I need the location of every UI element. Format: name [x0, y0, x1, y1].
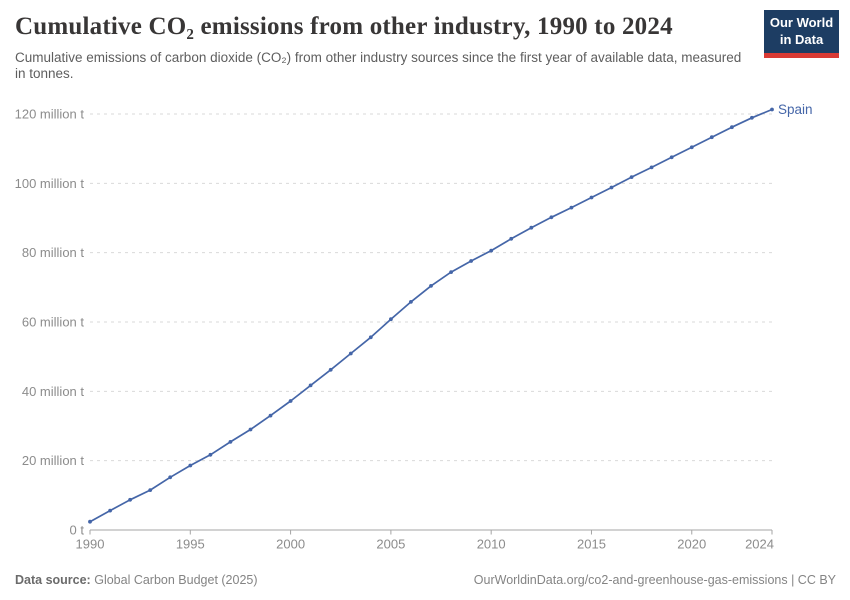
data-point[interactable]	[589, 195, 594, 200]
data-point[interactable]	[549, 215, 554, 220]
x-tick-label: 2010	[477, 537, 506, 552]
data-point[interactable]	[168, 475, 173, 480]
y-tick-label: 0 t	[70, 523, 85, 538]
data-point[interactable]	[750, 115, 754, 120]
y-tick-label: 40 million t	[22, 384, 85, 399]
data-point[interactable]	[328, 367, 333, 372]
data-point[interactable]	[88, 519, 92, 524]
data-point[interactable]	[368, 335, 373, 340]
data-point[interactable]	[148, 488, 153, 492]
data-point[interactable]	[389, 317, 393, 322]
owid-logo-line2: in Data	[779, 31, 824, 47]
data-point[interactable]	[348, 351, 353, 356]
chart-footer: Data source: Global Carbon Budget (2025)…	[15, 573, 836, 587]
data-point[interactable]	[108, 508, 112, 513]
y-tick-label: 20 million t	[22, 453, 85, 468]
x-tick-label: 2024	[745, 537, 774, 552]
data-point[interactable]	[489, 248, 494, 253]
y-tick-label: 100 million t	[15, 176, 85, 191]
data-point[interactable]	[208, 452, 213, 457]
x-tick-label: 2020	[677, 537, 706, 552]
data-point[interactable]	[730, 125, 734, 130]
data-point[interactable]	[629, 175, 634, 180]
data-point[interactable]	[669, 155, 674, 160]
x-tick-label: 2015	[577, 537, 606, 552]
y-tick-label: 60 million t	[22, 315, 85, 330]
data-point[interactable]	[268, 413, 273, 418]
x-tick-label: 2000	[276, 537, 305, 552]
series-end-label[interactable]: Spain	[778, 102, 813, 117]
owid-logo[interactable]: Our World in Data	[764, 10, 839, 59]
data-point[interactable]	[529, 225, 534, 230]
data-point[interactable]	[569, 205, 574, 210]
data-point[interactable]	[128, 497, 133, 502]
data-source-label: Data source:	[15, 573, 91, 587]
data-point[interactable]	[449, 270, 453, 274]
data-point[interactable]	[308, 383, 313, 388]
data-point[interactable]	[770, 107, 774, 112]
data-source-value: Global Carbon Budget (2025)	[94, 573, 258, 587]
data-point[interactable]	[609, 185, 614, 190]
data-point[interactable]	[188, 463, 193, 468]
owid-logo-line1: Our World	[769, 15, 834, 30]
x-tick-label: 2005	[376, 537, 405, 552]
data-point[interactable]	[509, 236, 514, 241]
credit-line[interactable]: OurWorldinData.org/co2-and-greenhouse-ga…	[473, 573, 836, 587]
y-tick-label: 120 million t	[15, 107, 85, 122]
data-point[interactable]	[469, 259, 473, 263]
data-point[interactable]	[429, 284, 433, 288]
data-point[interactable]	[248, 427, 253, 432]
data-line[interactable]	[89, 108, 773, 523]
data-point[interactable]	[409, 300, 413, 304]
x-tick-label: 1990	[76, 537, 105, 552]
page-title: Cumulative CO₂ emissions from other indu…	[15, 13, 673, 40]
data-point[interactable]	[288, 399, 293, 403]
data-point[interactable]	[689, 145, 694, 150]
data-point[interactable]	[649, 165, 654, 170]
chart-subtitle: Cumulative emissions of carbon dioxide (…	[15, 50, 742, 82]
data-source: Data source: Global Carbon Budget (2025)	[15, 573, 258, 587]
data-point[interactable]	[228, 440, 233, 444]
data-point[interactable]	[709, 135, 714, 140]
y-tick-label: 80 million t	[22, 245, 85, 260]
x-tick-label: 1995	[176, 537, 205, 552]
